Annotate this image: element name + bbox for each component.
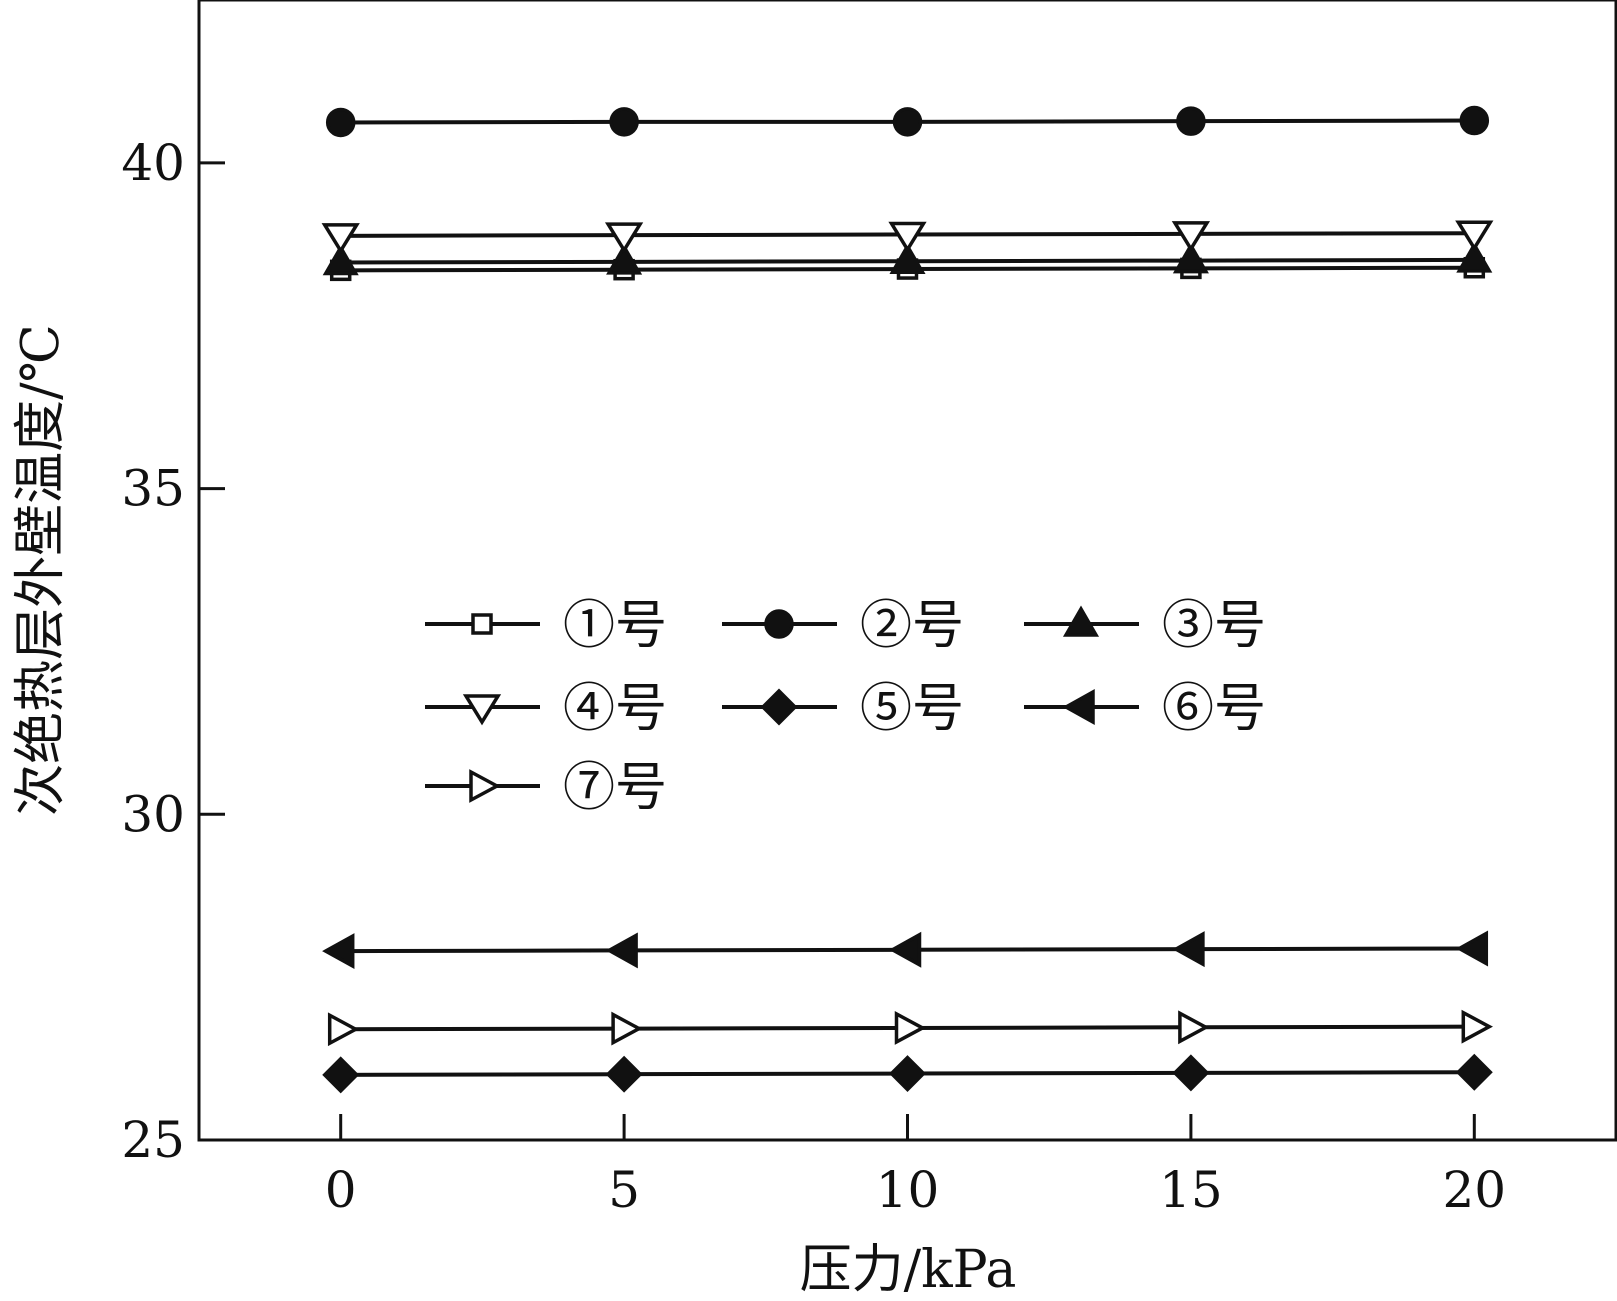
legend-label: ⑦号	[563, 758, 667, 818]
data-point	[889, 242, 926, 274]
y-tick-label: 30	[121, 785, 185, 843]
legend-marker	[462, 694, 502, 726]
data-point	[1455, 220, 1494, 252]
legend-label: ④号	[563, 679, 667, 739]
data-point	[889, 1055, 926, 1093]
legend-label: ①号	[563, 596, 667, 656]
data-point	[609, 107, 639, 137]
data-point	[322, 1056, 360, 1094]
series-layer	[321, 105, 1494, 1094]
data-point	[322, 244, 359, 276]
y-tick-label: 35	[121, 460, 185, 518]
data-point	[605, 1055, 643, 1093]
data-point	[606, 243, 643, 275]
data-point	[605, 932, 638, 969]
legend-item: ②号	[722, 596, 964, 656]
x-tick-label: 10	[876, 1161, 940, 1219]
series-3	[322, 241, 1493, 276]
series-6	[322, 930, 1489, 970]
series-4	[321, 220, 1494, 255]
plot-frame	[197, 0, 1617, 1142]
data-point	[1172, 931, 1205, 968]
legend-item: ⑦号	[425, 758, 667, 818]
y-axis: 25 30 35 40	[121, 134, 225, 1169]
data-point	[1171, 221, 1211, 253]
legend-marker	[1062, 689, 1095, 725]
data-point	[321, 223, 360, 255]
legend-label: ②号	[860, 596, 964, 656]
legend-marker	[471, 613, 493, 635]
data-point	[1176, 106, 1206, 136]
x-axis: 0 5 10 15 20	[325, 1114, 1506, 1219]
y-tick-label: 40	[121, 134, 185, 192]
data-point	[888, 221, 927, 253]
series-7	[327, 1009, 1493, 1047]
series-5	[322, 1053, 1493, 1094]
x-tick-label: 0	[325, 1161, 357, 1219]
data-point	[1172, 1054, 1210, 1092]
data-point	[1178, 1010, 1210, 1045]
legend-marker	[760, 688, 798, 726]
data-point	[1459, 105, 1490, 136]
data-point	[325, 107, 356, 138]
data-point	[1461, 1009, 1493, 1044]
y-axis-label: 次绝热层外壁温度/℃	[11, 324, 71, 816]
data-point	[1172, 242, 1209, 274]
legend-item: ④号	[425, 679, 667, 739]
data-point	[892, 107, 923, 137]
y-tick-label: 25	[121, 1111, 185, 1169]
data-point	[1455, 930, 1489, 967]
legend-label: ⑥号	[1162, 679, 1266, 739]
legend-label: ⑤号	[860, 679, 964, 739]
legend: ①号 ②号 ③号 ④号 ⑤号 ⑥号 ⑦号	[425, 596, 1266, 818]
data-point	[1455, 1053, 1493, 1091]
data-point	[322, 933, 355, 970]
data-point	[894, 1011, 927, 1045]
x-tick-label: 15	[1159, 1161, 1223, 1219]
legend-item: ⑥号	[1024, 679, 1266, 739]
x-tick-label: 20	[1442, 1161, 1506, 1219]
legend-marker	[469, 769, 501, 803]
data-point	[604, 222, 644, 254]
data-point	[1456, 241, 1493, 273]
data-point	[327, 1012, 360, 1047]
legend-marker	[1062, 605, 1100, 637]
x-axis-label: 压力/kPa	[800, 1240, 1017, 1300]
data-point	[611, 1011, 643, 1046]
legend-item: ①号	[425, 596, 667, 656]
legend-label: ③号	[1162, 596, 1266, 656]
legend-marker	[764, 609, 794, 639]
data-point	[888, 931, 922, 968]
legend-item: ⑤号	[722, 679, 964, 739]
legend-item: ③号	[1024, 596, 1266, 656]
series-2	[325, 105, 1490, 138]
x-tick-label: 5	[608, 1161, 640, 1219]
